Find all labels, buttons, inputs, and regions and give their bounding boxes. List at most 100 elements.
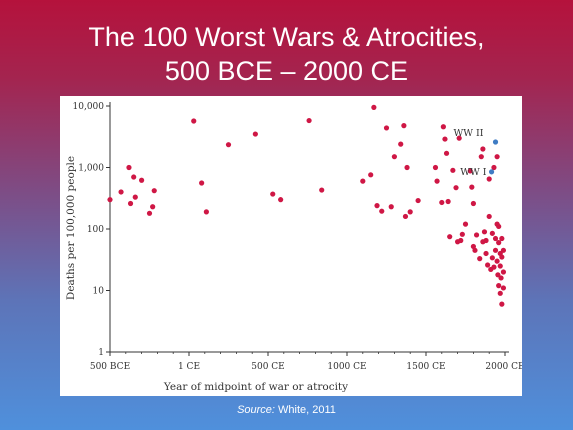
data-point bbox=[473, 232, 480, 238]
data-point bbox=[151, 188, 157, 194]
data-point bbox=[445, 198, 451, 205]
source-label: Source: bbox=[237, 404, 275, 416]
data-point bbox=[407, 209, 413, 215]
data-point bbox=[489, 230, 495, 236]
data-point bbox=[118, 189, 124, 195]
data-point bbox=[483, 237, 489, 244]
data-point bbox=[470, 200, 476, 207]
data-point bbox=[442, 136, 448, 142]
data-point bbox=[398, 141, 404, 147]
data-point bbox=[477, 256, 483, 262]
data-point bbox=[374, 203, 380, 209]
x-tick-label: 1500 CE bbox=[406, 362, 445, 372]
data-point bbox=[489, 255, 495, 261]
data-point bbox=[252, 131, 258, 137]
data-point bbox=[486, 213, 492, 220]
data-point bbox=[402, 213, 409, 220]
data-point bbox=[146, 210, 153, 216]
data-point bbox=[491, 264, 497, 270]
data-point bbox=[500, 247, 507, 253]
data-point bbox=[440, 124, 446, 130]
data-point bbox=[478, 154, 484, 160]
data-point bbox=[458, 237, 464, 244]
y-tick-label: 10 bbox=[93, 287, 105, 297]
x-axis-label: Year of midpoint of war or atrocity bbox=[163, 381, 348, 393]
data-point bbox=[467, 168, 473, 174]
source-caption: Source: White, 2011 bbox=[0, 404, 573, 416]
data-point bbox=[495, 272, 501, 278]
chart-highlights: WW II WW I bbox=[453, 128, 499, 178]
data-point bbox=[139, 177, 145, 183]
data-point bbox=[496, 283, 502, 289]
x-tick-label: 500 CE bbox=[251, 362, 285, 372]
data-point bbox=[456, 135, 462, 141]
y-tick-label: 10,000 bbox=[73, 102, 105, 112]
x-tick-label: 2000 CE bbox=[485, 362, 522, 372]
chart-panel: 500 BCE 1 CE 500 CE 1000 CE 1500 CE 2000 CE 1 1… bbox=[60, 96, 522, 396]
data-point bbox=[453, 185, 459, 191]
source-text: White, 2011 bbox=[274, 404, 336, 416]
chart-ticks: 500 BCE 1 CE 500 CE 1000 CE 1500 CE 2000 CE 1 1… bbox=[73, 102, 523, 372]
data-point bbox=[447, 234, 453, 240]
data-point bbox=[492, 247, 499, 253]
data-point bbox=[500, 285, 507, 291]
data-point bbox=[306, 117, 312, 124]
y-tick-label: 1,000 bbox=[78, 164, 104, 174]
data-point bbox=[443, 150, 450, 156]
highlight-label: WW I bbox=[460, 167, 487, 178]
data-point bbox=[494, 258, 500, 264]
data-point bbox=[459, 231, 465, 237]
data-point bbox=[462, 221, 469, 227]
highlight-point bbox=[492, 139, 499, 145]
y-axis-label: Deaths per 100,000 people bbox=[65, 156, 77, 300]
data-point bbox=[360, 178, 366, 184]
data-point bbox=[150, 204, 156, 210]
data-point bbox=[379, 208, 385, 214]
data-point bbox=[500, 269, 507, 275]
data-point bbox=[492, 235, 499, 242]
data-point bbox=[497, 263, 503, 269]
data-point bbox=[499, 301, 505, 307]
data-point bbox=[225, 142, 232, 148]
data-point bbox=[203, 209, 209, 215]
slide-title-line1: The 100 Worst Wars & Atrocities, bbox=[88, 22, 485, 52]
data-point bbox=[131, 174, 137, 180]
data-point bbox=[107, 197, 113, 203]
data-point bbox=[486, 176, 492, 182]
data-point bbox=[469, 184, 475, 190]
data-point bbox=[434, 178, 440, 184]
data-point bbox=[494, 154, 500, 160]
data-point bbox=[439, 199, 445, 206]
data-point bbox=[450, 167, 456, 173]
x-tick-label: 1000 CE bbox=[327, 362, 366, 372]
data-point bbox=[368, 172, 374, 178]
data-point bbox=[199, 180, 205, 186]
x-tick-label: 500 BCE bbox=[90, 362, 130, 372]
data-point bbox=[132, 194, 138, 200]
data-point bbox=[383, 125, 390, 131]
chart-axes bbox=[109, 102, 509, 353]
x-tick-label: 1 CE bbox=[178, 362, 200, 372]
data-point bbox=[480, 146, 486, 152]
data-point bbox=[391, 154, 397, 160]
highlight-point bbox=[488, 169, 495, 175]
data-point bbox=[497, 290, 503, 296]
data-point bbox=[498, 275, 504, 281]
slide-title: The 100 Worst Wars & Atrocities, 500 BCE… bbox=[0, 20, 573, 88]
data-point bbox=[319, 187, 325, 193]
data-point bbox=[415, 197, 421, 204]
data-point bbox=[401, 123, 407, 129]
data-point bbox=[191, 118, 197, 124]
data-point bbox=[270, 191, 276, 197]
data-point bbox=[499, 235, 505, 242]
data-point bbox=[491, 164, 497, 171]
data-point bbox=[481, 229, 488, 235]
data-point bbox=[127, 200, 134, 207]
highlight-label: WW II bbox=[453, 128, 483, 139]
scatter-chart: 500 BCE 1 CE 500 CE 1000 CE 1500 CE 2000 CE 1 1… bbox=[65, 102, 523, 393]
data-point bbox=[483, 250, 489, 257]
data-point bbox=[496, 223, 502, 230]
slide-title-line2: 500 BCE – 2000 CE bbox=[164, 56, 409, 86]
data-point bbox=[472, 247, 478, 253]
data-point bbox=[432, 164, 439, 171]
